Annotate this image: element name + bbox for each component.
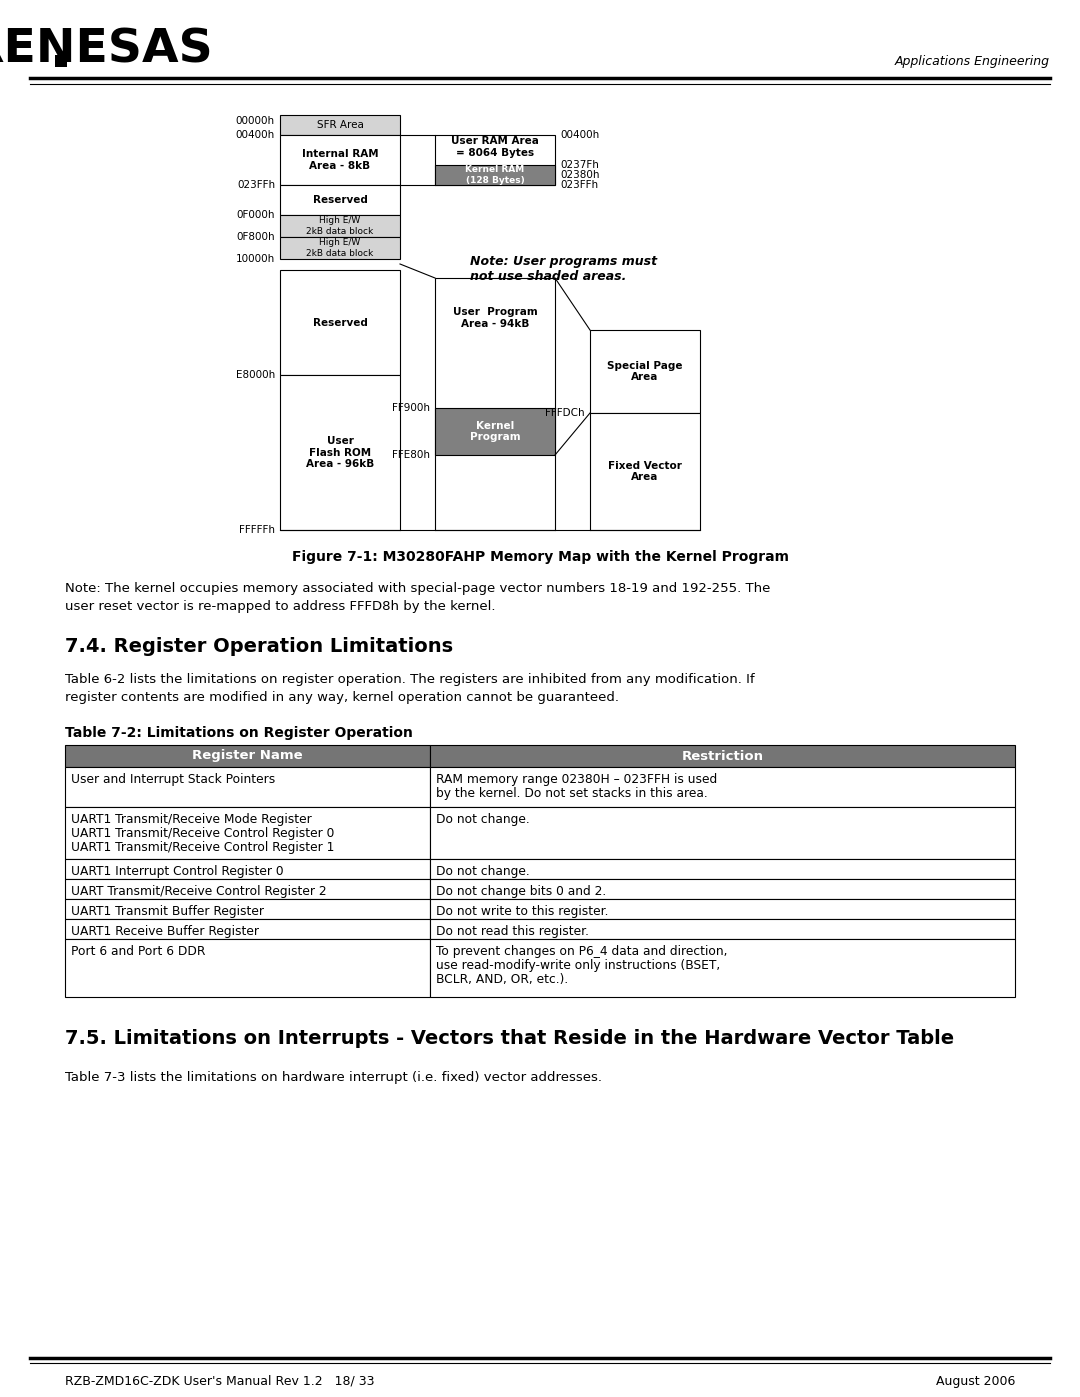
- Text: 02380h: 02380h: [561, 170, 599, 180]
- Text: RAM memory range 02380H – 023FFH is used: RAM memory range 02380H – 023FFH is used: [436, 773, 717, 787]
- Bar: [430, 767, 1015, 807]
- Bar: [590, 414, 700, 529]
- Text: RENESAS: RENESAS: [0, 28, 213, 73]
- Text: Applications Engineering: Applications Engineering: [895, 56, 1050, 68]
- Text: Reserved: Reserved: [312, 196, 367, 205]
- Bar: [435, 278, 555, 529]
- Bar: [435, 165, 555, 184]
- Bar: [435, 408, 555, 455]
- Text: 0F800h: 0F800h: [237, 232, 275, 242]
- Text: Do not change.: Do not change.: [436, 813, 530, 826]
- Text: Register Name: Register Name: [192, 750, 302, 763]
- Bar: [65, 859, 430, 879]
- Bar: [435, 136, 555, 184]
- Text: FFE80h: FFE80h: [392, 450, 430, 460]
- Text: 10000h: 10000h: [235, 254, 275, 264]
- Text: 00000h: 00000h: [235, 116, 275, 126]
- Text: E8000h: E8000h: [235, 370, 275, 380]
- Text: FF900h: FF900h: [392, 402, 430, 414]
- Bar: [280, 374, 400, 529]
- Text: Table 7-2: Limitations on Register Operation: Table 7-2: Limitations on Register Opera…: [65, 726, 413, 740]
- Text: 7.4. Register Operation Limitations: 7.4. Register Operation Limitations: [65, 637, 454, 657]
- Bar: [430, 900, 1015, 919]
- Text: FFFDCh: FFFDCh: [545, 408, 585, 418]
- Text: 7.5. Limitations on Interrupts - Vectors that Reside in the Hardware Vector Tabl: 7.5. Limitations on Interrupts - Vectors…: [65, 1030, 954, 1048]
- Bar: [280, 270, 400, 374]
- Text: Note: The kernel occupies memory associated with special-page vector numbers 18-: Note: The kernel occupies memory associa…: [65, 583, 770, 595]
- Text: SFR Area: SFR Area: [316, 120, 364, 130]
- Text: Do not write to this register.: Do not write to this register.: [436, 905, 608, 918]
- Text: UART1 Transmit/Receive Mode Register: UART1 Transmit/Receive Mode Register: [71, 813, 312, 826]
- Text: High E/W
2kB data block: High E/W 2kB data block: [307, 239, 374, 257]
- Text: Special Page
Area: Special Page Area: [607, 360, 683, 383]
- Text: register contents are modified in any way, kernel operation cannot be guaranteed: register contents are modified in any wa…: [65, 692, 619, 704]
- Text: 023FFh: 023FFh: [561, 180, 598, 190]
- Text: 023FFh: 023FFh: [237, 180, 275, 190]
- Text: User
Flash ROM
Area - 96kB: User Flash ROM Area - 96kB: [306, 436, 374, 469]
- Text: Figure 7-1: M30280FAHP Memory Map with the Kernel Program: Figure 7-1: M30280FAHP Memory Map with t…: [292, 550, 788, 564]
- Text: Kernel RAM
(128 Bytes): Kernel RAM (128 Bytes): [465, 165, 525, 184]
- Text: UART1 Transmit/Receive Control Register 1: UART1 Transmit/Receive Control Register …: [71, 841, 335, 854]
- Text: UART1 Interrupt Control Register 0: UART1 Interrupt Control Register 0: [71, 865, 284, 877]
- Bar: [65, 745, 430, 767]
- Text: by the kernel. Do not set stacks in this area.: by the kernel. Do not set stacks in this…: [436, 787, 707, 800]
- Text: 00400h: 00400h: [235, 130, 275, 140]
- Bar: [55, 54, 67, 67]
- Text: August 2006: August 2006: [935, 1375, 1015, 1387]
- Text: Do not change bits 0 and 2.: Do not change bits 0 and 2.: [436, 886, 606, 898]
- Text: User RAM Area
= 8064 Bytes: User RAM Area = 8064 Bytes: [451, 136, 539, 158]
- Bar: [65, 939, 430, 997]
- Text: High E/W
2kB data block: High E/W 2kB data block: [307, 217, 374, 236]
- Text: 0237Fh: 0237Fh: [561, 161, 599, 170]
- Text: BCLR, AND, OR, etc.).: BCLR, AND, OR, etc.).: [436, 972, 568, 986]
- Text: Do not read this register.: Do not read this register.: [436, 925, 589, 937]
- Text: user reset vector is re-mapped to address FFFD8h by the kernel.: user reset vector is re-mapped to addres…: [65, 599, 496, 613]
- Text: UART1 Receive Buffer Register: UART1 Receive Buffer Register: [71, 925, 259, 937]
- Bar: [430, 807, 1015, 859]
- Text: UART Transmit/Receive Control Register 2: UART Transmit/Receive Control Register 2: [71, 886, 326, 898]
- Text: 00400h: 00400h: [561, 130, 599, 140]
- Bar: [65, 807, 430, 859]
- Text: Restriction: Restriction: [681, 750, 764, 763]
- Bar: [430, 745, 1015, 767]
- Bar: [280, 215, 400, 237]
- Bar: [65, 900, 430, 919]
- Text: Reserved: Reserved: [312, 317, 367, 327]
- Bar: [280, 115, 400, 136]
- Text: Fixed Vector
Area: Fixed Vector Area: [608, 461, 681, 482]
- Text: To prevent changes on P6_4 data and direction,: To prevent changes on P6_4 data and dire…: [436, 944, 728, 958]
- Text: Table 7-3 lists the limitations on hardware interrupt (i.e. fixed) vector addres: Table 7-3 lists the limitations on hardw…: [65, 1071, 602, 1084]
- Text: 0F000h: 0F000h: [237, 210, 275, 219]
- Bar: [65, 919, 430, 939]
- Text: Internal RAM
Area - 8kB: Internal RAM Area - 8kB: [301, 149, 378, 170]
- Bar: [280, 184, 400, 215]
- Bar: [430, 919, 1015, 939]
- Bar: [430, 939, 1015, 997]
- Text: User  Program
Area - 94kB: User Program Area - 94kB: [453, 307, 538, 328]
- Text: Table 6-2 lists the limitations on register operation. The registers are inhibit: Table 6-2 lists the limitations on regis…: [65, 673, 755, 686]
- Text: User and Interrupt Stack Pointers: User and Interrupt Stack Pointers: [71, 773, 275, 787]
- Text: Note: User programs must
not use shaded areas.: Note: User programs must not use shaded …: [470, 256, 657, 284]
- Text: RZB-ZMD16C-ZDK User's Manual Rev 1.2   18/ 33: RZB-ZMD16C-ZDK User's Manual Rev 1.2 18/…: [65, 1375, 375, 1387]
- Text: Kernel
Program: Kernel Program: [470, 420, 521, 443]
- Text: UART1 Transmit/Receive Control Register 0: UART1 Transmit/Receive Control Register …: [71, 827, 335, 840]
- Text: Do not change.: Do not change.: [436, 865, 530, 877]
- Text: Port 6 and Port 6 DDR: Port 6 and Port 6 DDR: [71, 944, 205, 958]
- Bar: [430, 859, 1015, 879]
- Bar: [280, 237, 400, 258]
- Bar: [65, 767, 430, 807]
- Text: FFFFFh: FFFFFh: [239, 525, 275, 535]
- Bar: [65, 879, 430, 900]
- Bar: [430, 879, 1015, 900]
- Bar: [280, 136, 400, 184]
- Bar: [590, 330, 700, 414]
- Text: use read-modify-write only instructions (BSET,: use read-modify-write only instructions …: [436, 958, 720, 972]
- Text: UART1 Transmit Buffer Register: UART1 Transmit Buffer Register: [71, 905, 264, 918]
